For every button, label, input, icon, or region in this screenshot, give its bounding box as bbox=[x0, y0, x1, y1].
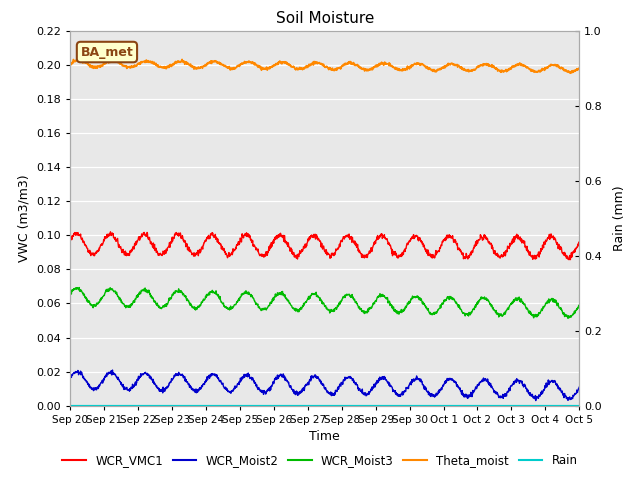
WCR_Moist3 bbox=[356, 307, 364, 312]
Theta_moist bbox=[67, 59, 74, 65]
WCR_Moist2 bbox=[109, 367, 116, 373]
WCR_Moist3 bbox=[293, 308, 301, 313]
Legend: WCR_VMC1, WCR_Moist2, WCR_Moist3, Theta_moist, Rain: WCR_VMC1, WCR_Moist2, WCR_Moist3, Theta_… bbox=[58, 449, 582, 472]
Theta_moist bbox=[106, 57, 114, 63]
WCR_VMC1 bbox=[107, 229, 115, 235]
WCR_VMC1 bbox=[565, 257, 573, 263]
WCR_Moist2 bbox=[293, 389, 301, 395]
WCR_Moist3 bbox=[67, 290, 74, 296]
Theta_moist bbox=[76, 56, 83, 62]
WCR_VMC1 bbox=[67, 236, 74, 241]
Theta_moist bbox=[293, 65, 301, 71]
WCR_Moist3 bbox=[303, 300, 310, 305]
Rain bbox=[106, 403, 114, 408]
Theta_moist bbox=[566, 71, 574, 76]
Theta_moist bbox=[283, 60, 291, 65]
WCR_Moist2 bbox=[356, 388, 364, 394]
Y-axis label: VWC (m3/m3): VWC (m3/m3) bbox=[18, 175, 31, 262]
WCR_VMC1 bbox=[283, 241, 291, 247]
WCR_VMC1 bbox=[303, 241, 310, 247]
Theta_moist bbox=[575, 65, 583, 71]
WCR_Moist3 bbox=[76, 285, 83, 290]
Rain bbox=[293, 403, 301, 408]
WCR_Moist2 bbox=[532, 397, 540, 403]
WCR_VMC1 bbox=[356, 250, 364, 255]
X-axis label: Time: Time bbox=[309, 430, 340, 443]
WCR_VMC1 bbox=[293, 253, 301, 259]
Line: WCR_Moist2: WCR_Moist2 bbox=[70, 370, 579, 400]
WCR_Moist2 bbox=[575, 384, 583, 390]
WCR_VMC1 bbox=[106, 231, 114, 237]
Theta_moist bbox=[303, 63, 310, 69]
WCR_Moist3 bbox=[106, 285, 114, 290]
Rain bbox=[282, 403, 290, 408]
WCR_Moist3 bbox=[127, 303, 134, 309]
Theta_moist bbox=[356, 65, 364, 71]
WCR_Moist3 bbox=[575, 302, 583, 308]
WCR_Moist2 bbox=[106, 371, 114, 376]
WCR_Moist3 bbox=[564, 315, 572, 321]
WCR_Moist2 bbox=[67, 374, 74, 380]
Title: Soil Moisture: Soil Moisture bbox=[276, 11, 374, 26]
Rain bbox=[127, 403, 134, 408]
WCR_Moist2 bbox=[127, 385, 134, 391]
WCR_VMC1 bbox=[127, 250, 134, 255]
Rain bbox=[302, 403, 310, 408]
WCR_VMC1 bbox=[575, 241, 583, 247]
Line: Theta_moist: Theta_moist bbox=[70, 59, 579, 73]
Rain bbox=[67, 403, 74, 408]
Y-axis label: Rain (mm): Rain (mm) bbox=[613, 186, 626, 251]
Rain bbox=[575, 403, 583, 408]
Line: WCR_Moist3: WCR_Moist3 bbox=[70, 288, 579, 318]
WCR_Moist2 bbox=[303, 381, 310, 387]
WCR_Moist3 bbox=[283, 296, 291, 301]
Text: BA_met: BA_met bbox=[81, 46, 133, 59]
WCR_Moist2 bbox=[283, 378, 291, 384]
Rain bbox=[356, 403, 364, 408]
Line: WCR_VMC1: WCR_VMC1 bbox=[70, 232, 579, 260]
Theta_moist bbox=[127, 65, 134, 71]
